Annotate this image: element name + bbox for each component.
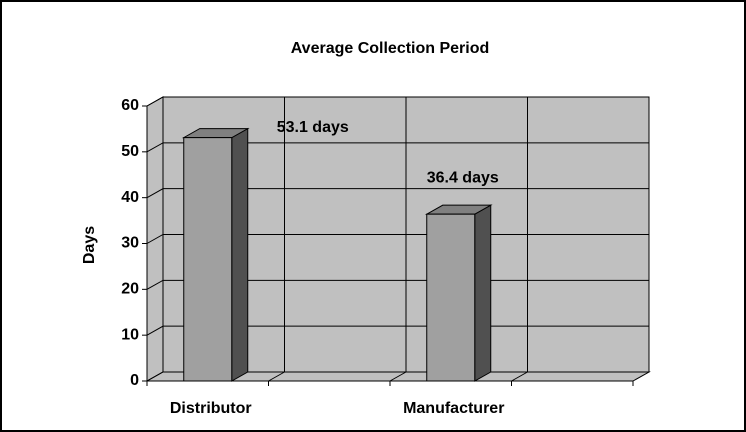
x-tick-label: Manufacturer — [403, 400, 504, 417]
data-label: 53.1 days — [277, 119, 349, 136]
y-tick-label: 0 — [130, 372, 139, 389]
y-axis-title: Days — [81, 226, 98, 264]
grid-line — [146, 142, 649, 153]
y-tick-label: 40 — [121, 189, 139, 206]
bar — [183, 137, 233, 382]
y-tick-label: 10 — [121, 326, 139, 343]
floor-divider — [268, 371, 285, 382]
y-tick-label: 30 — [121, 235, 139, 252]
floor-divider — [511, 371, 528, 382]
x-tick-label: Distributor — [170, 400, 252, 417]
bar — [426, 213, 476, 382]
grid-line — [146, 188, 649, 199]
chart-title: Average Collection Period — [291, 40, 490, 57]
grid-line — [146, 96, 649, 107]
bar-side — [474, 204, 492, 382]
bar-side — [231, 127, 249, 382]
y-tick-label: 60 — [121, 97, 139, 114]
y-tick-label: 20 — [121, 281, 139, 298]
data-label: 36.4 days — [427, 169, 499, 186]
floor-divider — [389, 371, 407, 382]
y-tick-label: 50 — [121, 143, 139, 160]
